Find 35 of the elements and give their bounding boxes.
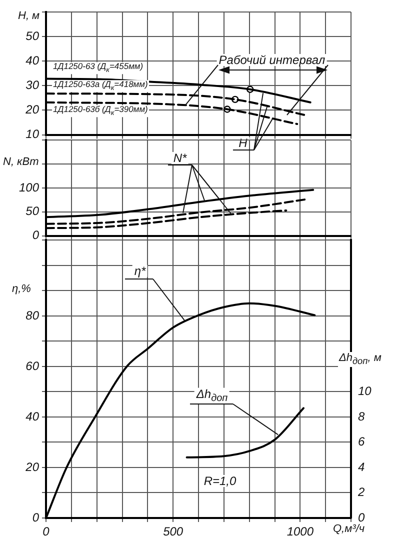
- y-tick-label: 80: [26, 308, 40, 322]
- y-tick-label: 10: [26, 127, 40, 142]
- annotation: R=1,0: [202, 474, 238, 488]
- x-tick-label: 1000: [286, 524, 314, 539]
- y-tick-label: 0: [32, 228, 40, 242]
- y-tick-label: 50: [26, 204, 40, 218]
- x-tick-label: 0: [42, 524, 50, 539]
- y-tick-label: 30: [26, 78, 40, 92]
- series-label: 1Д1250-63б (Д$_{к}$=390мм): [52, 104, 149, 117]
- y2-tick-label: 2: [357, 485, 365, 500]
- y2-tick-label: 0: [358, 510, 365, 524]
- y-tick-label: 20: [24, 460, 40, 474]
- annotation: Δh$_{доп}$: [194, 386, 230, 404]
- annotation: Рабочий интервал: [216, 53, 328, 67]
- series-label: 1Д1250-63а (Д$_{к}$=418мм): [52, 79, 149, 92]
- y2-axis-title: Δh$_{доп}$, м: [338, 352, 382, 368]
- x-axis-title: Q,м³/ч: [333, 523, 365, 535]
- y-axis-title: η,%: [12, 283, 31, 295]
- y-tick-label: 60: [26, 358, 40, 373]
- y2-tick-label: 6: [358, 434, 365, 449]
- y2-tick-label: 10: [358, 384, 372, 398]
- y-tick-label: 40: [26, 409, 40, 424]
- y-tick-label: 100: [18, 180, 40, 194]
- y-tick-label: 20: [24, 102, 40, 117]
- y-axis-title: H, м: [18, 10, 40, 22]
- y2-tick-label: 4: [358, 460, 365, 474]
- y-tick-label: 0: [32, 510, 40, 524]
- x-tick-label: 500: [163, 524, 184, 539]
- annotation: η*: [132, 264, 148, 278]
- annotation: N*: [171, 151, 189, 165]
- y-axis-title: N, кВт: [3, 156, 39, 168]
- y2-tick-label: 8: [358, 409, 365, 424]
- y-tick-label: 50: [26, 28, 40, 43]
- series-label: 1Д1250-63 (Д$_{к}$=455мм): [52, 60, 144, 74]
- y-tick-label: 40: [26, 53, 40, 68]
